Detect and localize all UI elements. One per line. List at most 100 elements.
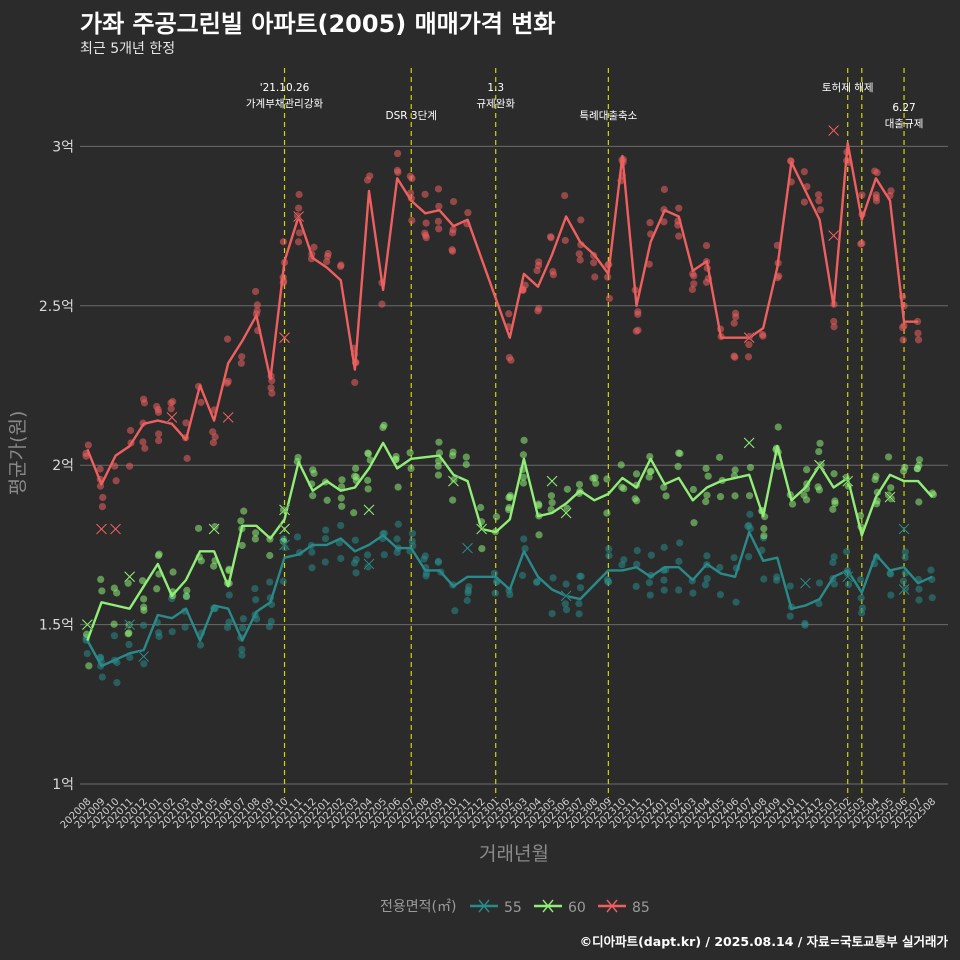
transaction-dot-85: [310, 243, 318, 251]
transaction-dot-60: [309, 466, 317, 474]
transaction-points: [82, 148, 937, 687]
transaction-dot-60: [407, 464, 415, 473]
transaction-dot-85: [434, 217, 442, 225]
x-marker-60: [208, 523, 220, 535]
x-marker-60: [81, 619, 93, 631]
transaction-dot-60: [603, 509, 611, 517]
transaction-dot-85: [154, 408, 163, 416]
transaction-dot-85: [702, 278, 711, 286]
transaction-dot-55: [646, 591, 654, 599]
transaction-dot-55: [266, 578, 274, 586]
transaction-dot-85: [294, 238, 303, 246]
transaction-dot-60: [884, 453, 893, 461]
chart-title: 가좌 주공그린빌 아파트(2005) 매매가격 변화: [80, 10, 556, 38]
transaction-dot-55: [408, 537, 416, 545]
transaction-dot-60: [434, 462, 442, 470]
transaction-dot-60: [169, 568, 177, 576]
transaction-dot-85: [421, 190, 429, 198]
transaction-dot-85: [605, 294, 613, 303]
transaction-dot-60: [449, 496, 457, 504]
transaction-dot-85: [267, 384, 275, 392]
transaction-dot-85: [155, 430, 163, 438]
transaction-dot-85: [872, 191, 880, 199]
transaction-dot-55: [786, 612, 794, 620]
transaction-dot-55: [632, 582, 640, 591]
transaction-dot-85: [914, 336, 923, 344]
transaction-dot-85: [422, 234, 430, 242]
transaction-dot-85: [702, 241, 711, 250]
transaction-dot-60: [379, 423, 387, 432]
transaction-dot-60: [110, 620, 118, 628]
transaction-dot-55: [605, 545, 613, 553]
source-caption: ©디아파트(dapt.kr) / 2025.08.14 / 자료=국토교통부 실…: [579, 934, 948, 949]
transaction-dot-85: [406, 172, 414, 180]
transaction-dot-55: [577, 572, 585, 580]
transaction-dot-85: [830, 323, 838, 331]
transaction-dot-55: [434, 557, 443, 565]
transaction-dot-85: [112, 477, 120, 485]
x-marker-60: [884, 491, 896, 503]
x-marker-85: [278, 332, 291, 344]
event-label: 특례대출축소: [579, 110, 637, 122]
transaction-dot-55: [815, 599, 823, 608]
transaction-dot-60: [575, 480, 584, 489]
x-axis-ticks: 2020082020092020102020112020122021012021…: [59, 796, 939, 831]
transaction-dot-60: [338, 476, 346, 484]
transaction-dot-55: [887, 591, 895, 599]
transaction-dot-55: [239, 624, 247, 632]
transaction-dot-60: [338, 502, 346, 510]
transaction-dot-55: [196, 641, 205, 649]
transaction-dot-55: [490, 569, 499, 577]
transaction-dot-85: [449, 197, 458, 206]
transaction-dot-55: [901, 553, 909, 562]
x-marker-60: [560, 507, 572, 519]
transaction-dot-85: [660, 218, 668, 226]
event-label: 토허제 해제: [822, 81, 874, 94]
transaction-dot-55: [647, 551, 655, 559]
legend-label-55: 55: [504, 900, 522, 916]
legend-label-60: 60: [568, 900, 586, 916]
transaction-dot-55: [83, 649, 91, 658]
average-price-lines: [86, 141, 934, 668]
transaction-dot-85: [99, 493, 107, 502]
series-line-60: [86, 441, 934, 641]
transaction-dot-55: [732, 598, 740, 606]
transaction-dot-85: [408, 216, 416, 225]
transaction-dot-55: [858, 609, 866, 617]
transaction-dot-55: [321, 558, 329, 566]
transaction-dot-85: [139, 438, 147, 446]
transaction-dot-55: [856, 576, 865, 584]
event-label: DSR 3단계: [386, 110, 437, 122]
transaction-dot-55: [126, 653, 134, 662]
transaction-dot-60: [815, 447, 823, 456]
transaction-dot-85: [223, 335, 232, 343]
transaction-dot-55: [915, 596, 923, 604]
transaction-dot-60: [251, 535, 259, 543]
transaction-dot-85: [155, 436, 163, 445]
transaction-dot-60: [182, 592, 191, 601]
x-marker-60: [743, 437, 755, 449]
transaction-dot-60: [592, 479, 600, 487]
transaction-dot-60: [746, 463, 755, 472]
transaction-dot-55: [815, 579, 824, 587]
transaction-dot-85: [521, 281, 529, 289]
transaction-dot-60: [617, 461, 625, 469]
transaction-dot-55: [110, 632, 119, 640]
transaction-dot-55: [562, 606, 571, 614]
transaction-dot-55: [689, 589, 697, 597]
transaction-dot-85: [759, 332, 767, 340]
transaction-dot-55: [928, 594, 936, 602]
x-marker-60: [447, 475, 460, 487]
transaction-dot-55: [98, 673, 106, 681]
transaction-dot-55: [308, 548, 316, 556]
y-tick-label: 2.5억: [39, 299, 74, 315]
transaction-dot-85: [84, 441, 92, 449]
transaction-dot-60: [887, 484, 895, 492]
transaction-dot-60: [519, 479, 528, 487]
x-marker-85: [828, 230, 840, 242]
transaction-dot-60: [477, 503, 485, 512]
transaction-dot-85: [577, 216, 585, 224]
transaction-dot-60: [492, 513, 501, 521]
transaction-dot-60: [774, 423, 782, 431]
transaction-dot-60: [802, 496, 811, 504]
